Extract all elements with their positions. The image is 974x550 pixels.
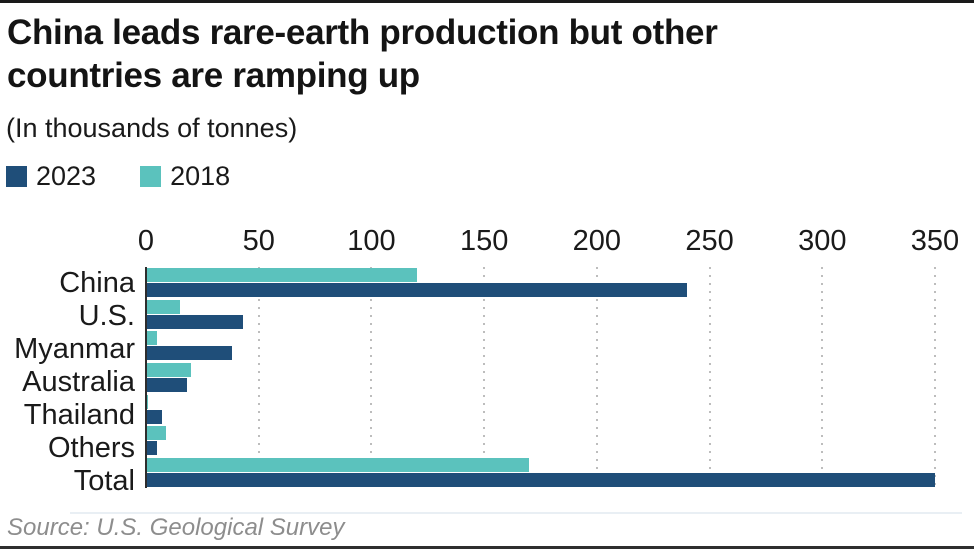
bar-2018-us (146, 299, 180, 314)
legend: 2023 2018 (6, 161, 230, 192)
gridline-350 (934, 267, 936, 488)
chart-title-line1: China leads rare-earth production but ot… (7, 13, 718, 52)
category-label-others: Others (47, 432, 135, 464)
bar-2023-china (146, 283, 688, 298)
x-tick-0: 0 (137, 225, 155, 257)
x-axis: 0 50 100 150 200 250 300 350 (138, 225, 959, 257)
x-tick-250: 250 (685, 225, 734, 257)
bar-2018-myanmar (146, 331, 158, 346)
legend-label-2018: 2018 (170, 161, 231, 191)
legend-label-2023: 2023 (36, 161, 97, 191)
gridline-300 (821, 267, 824, 488)
category-label-us: U.S. (78, 300, 135, 332)
top-border (0, 0, 974, 3)
gridline-100 (370, 267, 373, 488)
gridline-200 (595, 267, 598, 488)
chart-title: China leads rare-earth production but ot… (7, 11, 937, 97)
category-label-myanmar: Myanmar (14, 333, 135, 365)
bar-2023-total (146, 472, 935, 487)
gridline-150 (483, 267, 486, 488)
bar-2023-australia (146, 378, 187, 393)
x-tick-150: 150 (459, 225, 509, 257)
bar-group-total (146, 456, 935, 488)
y-axis-line (145, 267, 147, 488)
legend-item-2023: 2023 (6, 161, 96, 192)
bar-group-myanmar (146, 330, 935, 362)
category-labels: China U.S. Myanmar Australia Thailand Others T… (0, 267, 139, 497)
bar-group-china (146, 267, 935, 299)
bar-2018-australia (146, 363, 192, 378)
chart-subtitle: (In thousands of tonnes) (6, 113, 298, 143)
category-label-australia: Australia (22, 366, 135, 398)
category-label-thailand: Thailand (23, 399, 135, 431)
gridline-250 (708, 267, 711, 488)
source-note: Source: U.S. Geological Survey (7, 514, 345, 541)
bar-2023-thailand (146, 409, 162, 424)
bar-2018-thailand (146, 394, 149, 409)
x-tick-200: 200 (572, 225, 622, 257)
bar-group-us (146, 299, 935, 331)
plot-area (146, 267, 936, 488)
bar-group-thailand (146, 393, 935, 425)
bar-2018-china (146, 268, 417, 283)
x-tick-350: 350 (910, 225, 960, 257)
bar-2018-total (146, 457, 530, 472)
plot-baseline (70, 512, 962, 514)
x-tick-100: 100 (347, 225, 396, 257)
bar-2023-us (146, 314, 243, 329)
bar-2023-others (146, 441, 158, 456)
category-label-china: China (59, 267, 135, 299)
bar-2023-myanmar (146, 346, 232, 361)
chart-title-line2: countries are ramping up (7, 56, 420, 95)
gridline-50 (257, 267, 260, 488)
bar-group-australia (146, 362, 935, 394)
x-tick-50: 50 (242, 225, 275, 257)
bar-2018-others (146, 426, 167, 441)
legend-swatch-2018 (140, 166, 162, 187)
bar-group-others (146, 425, 935, 457)
x-tick-300: 300 (798, 225, 847, 257)
legend-item-2018: 2018 (140, 161, 230, 192)
legend-swatch-2023 (6, 166, 27, 187)
category-label-total: Total (73, 465, 135, 497)
bottom-border (0, 546, 974, 549)
